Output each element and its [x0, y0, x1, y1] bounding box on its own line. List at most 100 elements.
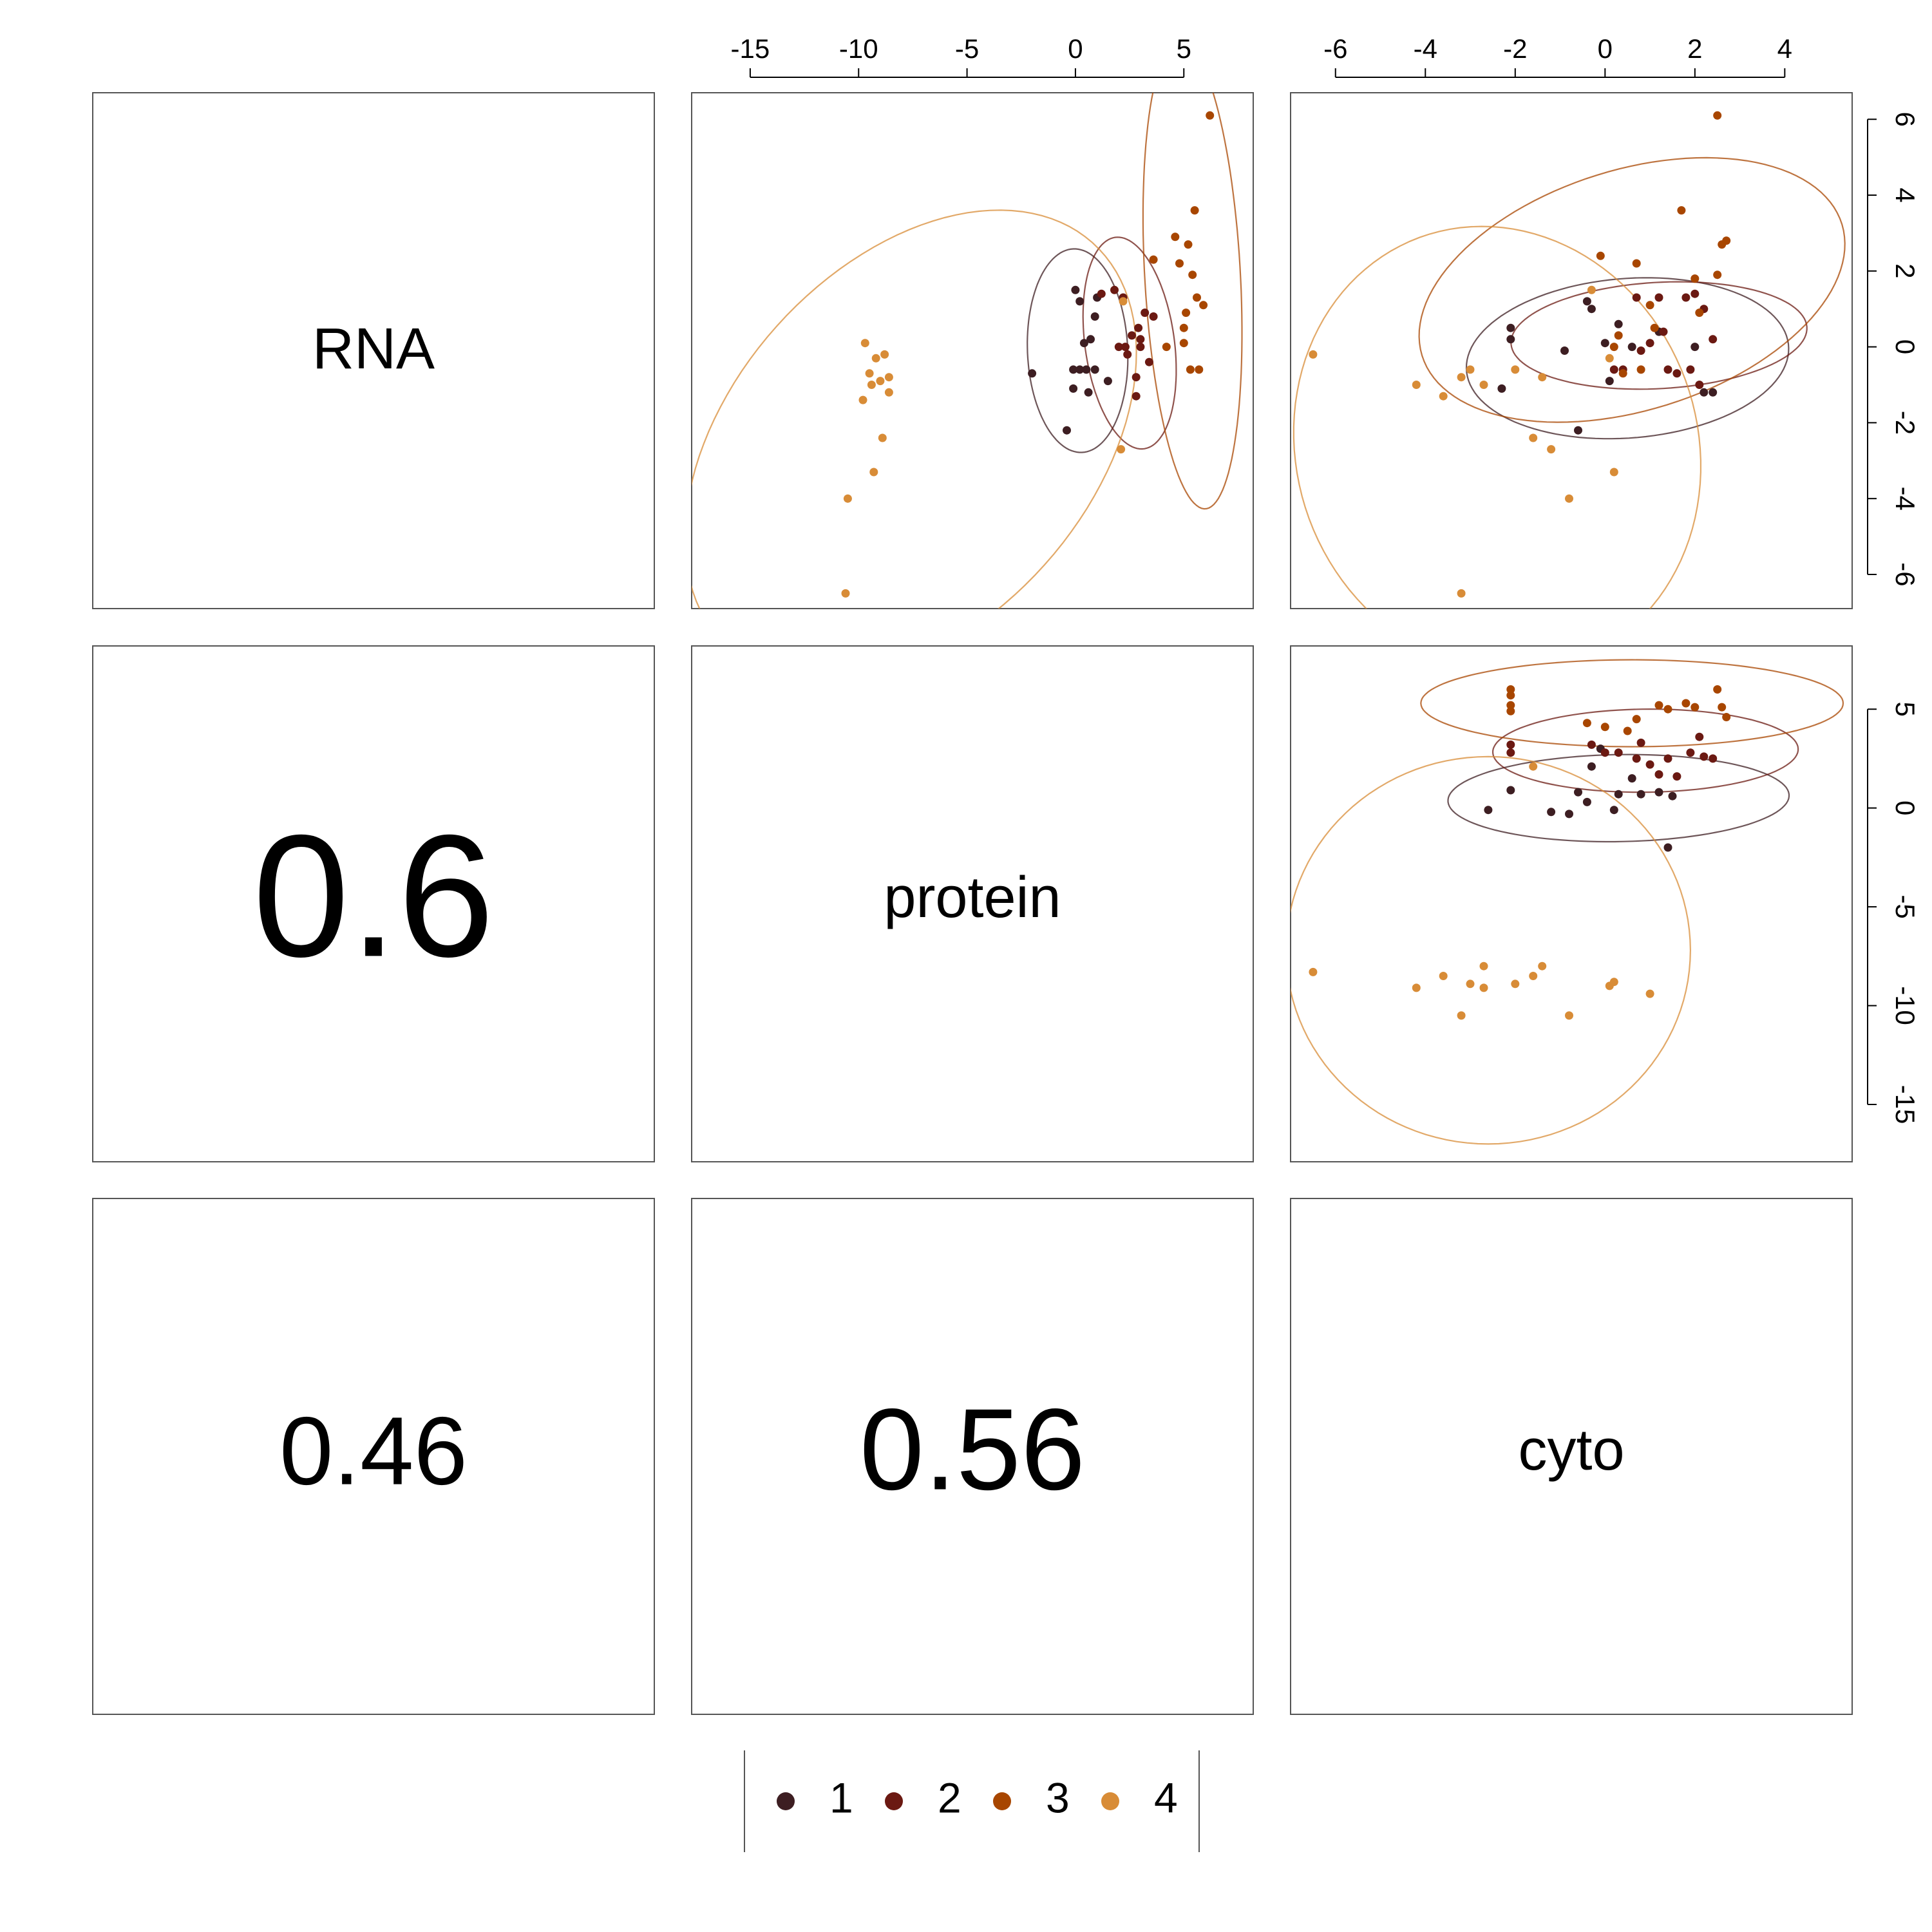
point-group-2 [1686, 748, 1695, 757]
point-group-4 [1309, 967, 1318, 976]
point-group-1 [1582, 297, 1591, 306]
point-group-4 [865, 369, 874, 378]
point-group-2 [1110, 285, 1119, 294]
point-group-4 [871, 354, 880, 363]
point-group-1 [1090, 365, 1099, 374]
point-group-2 [1128, 331, 1136, 340]
x-tick-label: -15 [731, 33, 770, 64]
point-group-4 [869, 468, 878, 477]
point-group-3 [1645, 301, 1654, 310]
point-group-1 [1069, 384, 1078, 393]
point-group-4 [1309, 350, 1318, 359]
point-group-1 [1636, 790, 1645, 799]
scatter-panel-cyto-vs-protein: -15 -10 -5 0 5 [1290, 645, 1920, 1162]
point-group-2 [1695, 732, 1704, 741]
point-group-2 [1636, 346, 1645, 355]
point-group-4 [1538, 961, 1547, 971]
point-group-1 [1071, 285, 1080, 294]
x-tick-label: -2 [1503, 33, 1527, 64]
point-group-3 [1162, 343, 1171, 352]
point-group-1 [1069, 365, 1078, 374]
point-group-2 [1663, 754, 1672, 763]
point-group-1 [1547, 808, 1556, 817]
point-group-3 [1713, 270, 1722, 279]
legend-label-4: 4 [1154, 1774, 1178, 1821]
x-tick-label: -5 [955, 33, 979, 64]
point-group-3 [1677, 206, 1686, 215]
point-group-2 [1121, 343, 1130, 352]
point-group-1 [1654, 788, 1663, 797]
point-group-3 [1506, 706, 1515, 715]
x-tick-label: 5 [1177, 33, 1191, 64]
point-group-3 [1632, 715, 1641, 724]
point-group-4 [1412, 381, 1421, 389]
variable-label-RNA: RNA [312, 317, 435, 381]
point-group-4 [1529, 972, 1538, 980]
point-group-1 [1709, 388, 1718, 397]
y-tick-label: -15 [1890, 1085, 1920, 1124]
ellipse-group-3 [1142, 93, 1243, 510]
panel-frame [691, 92, 1254, 609]
y-tick-label: 0 [1890, 339, 1920, 354]
point-group-4 [1479, 961, 1488, 971]
ellipse-group-2 [1492, 708, 1799, 793]
point-group-4 [1565, 1011, 1573, 1020]
plot-area [1291, 659, 1844, 1145]
y-tick-label: 5 [1890, 702, 1920, 717]
point-group-2 [1695, 381, 1704, 389]
legend-marker-1 [777, 1792, 795, 1810]
point-group-2 [1686, 365, 1695, 374]
point-group-4 [1466, 365, 1475, 374]
panel-frame [1290, 92, 1853, 609]
ellipse-group-1 [1447, 753, 1790, 843]
point-group-1 [1614, 319, 1623, 328]
ellipse-group-4 [1291, 755, 1692, 1145]
point-group-4 [1412, 983, 1421, 992]
point-group-2 [1663, 365, 1672, 374]
point-group-1 [1079, 339, 1088, 348]
point-group-3 [1713, 111, 1722, 120]
point-group-2 [1097, 289, 1106, 298]
point-group-3 [1695, 308, 1704, 317]
legend-marker-4 [1101, 1792, 1119, 1810]
point-group-1 [1090, 312, 1099, 321]
point-group-2 [1609, 365, 1618, 374]
correlation-protein-RNA: 0.6 [252, 799, 494, 993]
point-group-2 [1114, 343, 1123, 352]
point-group-3 [1618, 369, 1627, 378]
point-group-4 [1645, 989, 1654, 998]
point-group-1 [1663, 843, 1672, 852]
point-group-4 [1457, 373, 1466, 382]
point-group-4 [1439, 972, 1448, 980]
panel-corr-protein-RNA [92, 645, 655, 1162]
point-group-2 [1614, 748, 1623, 757]
legend-marker-3 [993, 1792, 1011, 1810]
point-group-3 [1182, 308, 1191, 317]
point-group-1 [1063, 426, 1071, 435]
point-group-3 [1179, 323, 1188, 332]
correlation-cyto-protein: 0.56 [860, 1385, 1085, 1515]
point-group-4 [1547, 445, 1556, 454]
point-group-2 [1709, 754, 1718, 763]
point-group-4 [1117, 445, 1126, 454]
ellipse-group-3 [1420, 659, 1844, 748]
point-group-2 [1134, 323, 1143, 332]
scatter-panel-cyto-vs-RNA: -6 -4 -2 0 2 4 -6 -4 -2 0 2 4 6 [1290, 33, 1920, 609]
point-group-4 [1609, 468, 1618, 477]
scatter-panel-protein-vs-RNA: -15 -10 -5 0 5 [691, 33, 1254, 609]
point-group-2 [1141, 308, 1150, 317]
point-group-1 [1668, 791, 1677, 800]
point-group-2 [1506, 740, 1515, 749]
point-group-4 [1605, 354, 1614, 363]
point-group-3 [1171, 232, 1180, 242]
point-group-3 [1614, 331, 1623, 340]
point-group-4 [1479, 983, 1488, 992]
x-tick-label: 2 [1687, 33, 1702, 64]
point-group-4 [867, 381, 876, 389]
x-tick-label: 4 [1777, 33, 1792, 64]
point-group-2 [1144, 357, 1153, 366]
point-group-3 [1713, 685, 1722, 694]
point-group-3 [1690, 703, 1700, 712]
variable-label-cyto: cyto [1518, 1418, 1624, 1482]
point-group-1 [1582, 797, 1591, 806]
